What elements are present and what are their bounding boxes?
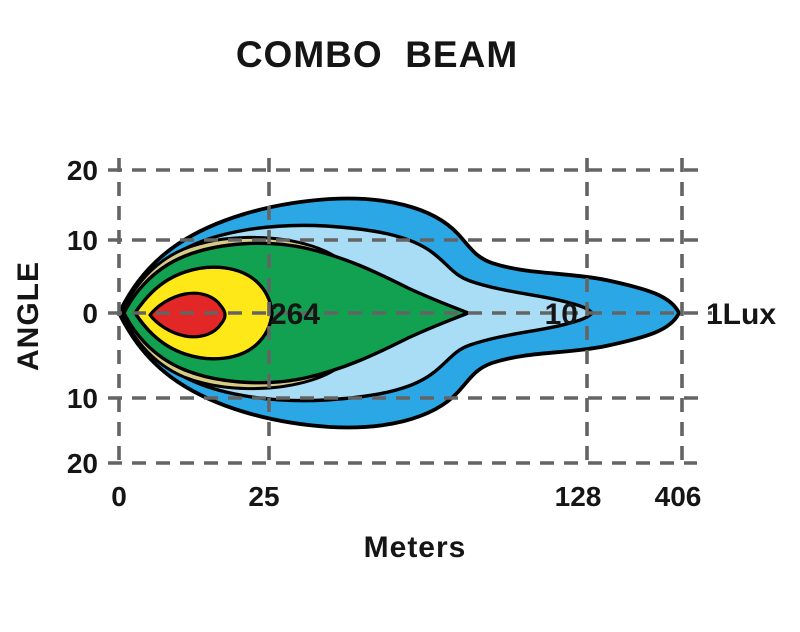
y-tick-label-0: 0 xyxy=(82,298,98,329)
annotation-264lux: 264 xyxy=(270,298,320,331)
y-tick-label-10-bottom: 10 xyxy=(67,383,98,414)
x-axis-ticks: 0 25 128 406 xyxy=(111,481,701,512)
y-axis-title: ANGLE xyxy=(12,261,45,371)
y-tick-label-10-top: 10 xyxy=(67,225,98,256)
y-tick-label-20-top: 20 xyxy=(67,155,98,186)
grid xyxy=(108,158,712,470)
y-axis-ticks: 20 10 0 10 20 xyxy=(67,155,98,479)
x-axis-title: Meters xyxy=(364,531,467,564)
contour-red-hotspot xyxy=(148,291,227,339)
x-tick-label-406: 406 xyxy=(655,481,702,512)
y-tick-label-20-bottom: 20 xyxy=(67,448,98,479)
x-tick-label-0: 0 xyxy=(111,481,127,512)
x-tick-label-128: 128 xyxy=(555,481,602,512)
annotation-10lux: 10 xyxy=(545,298,578,331)
annotation-1lux: 1Lux xyxy=(706,298,776,331)
lux-annotations: 264 10 1Lux xyxy=(270,298,776,331)
chart-title: COMBO BEAM xyxy=(236,34,518,75)
x-tick-label-25: 25 xyxy=(248,481,279,512)
